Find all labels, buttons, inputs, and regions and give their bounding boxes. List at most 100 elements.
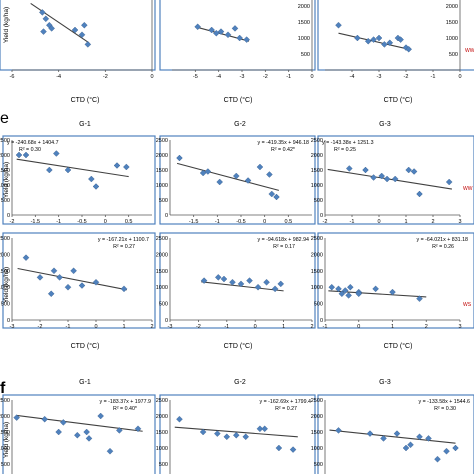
x-tick-label: -1 bbox=[66, 324, 71, 330]
r-squared-label: R² = 0.30 bbox=[19, 147, 41, 153]
group-header-1: G-1 bbox=[79, 121, 91, 128]
data-point bbox=[78, 282, 86, 289]
x-axis-title: CTD (°C) bbox=[71, 96, 100, 104]
x-tick-label: 0 bbox=[377, 219, 380, 225]
regression-equation: y = -240.68x + 1404.7 bbox=[7, 140, 59, 146]
data-point bbox=[364, 37, 372, 45]
data-point bbox=[56, 274, 63, 281]
data-point bbox=[402, 444, 410, 452]
y-tick-label: 500 bbox=[301, 52, 310, 58]
data-point bbox=[15, 151, 23, 159]
y-tick-label: 1000 bbox=[311, 285, 323, 291]
x-tick-label: 3 bbox=[458, 324, 461, 330]
data-point bbox=[84, 41, 92, 48]
y-tick-label: 1500 bbox=[0, 168, 10, 174]
y-axis-title: Yield (kg/ha) bbox=[3, 162, 10, 198]
data-point bbox=[70, 267, 77, 275]
y-tick-label: 1000 bbox=[156, 285, 168, 291]
chart-panel-e-5: -3 -2 -1 0 1 2 0 500 1000 1500 2000 2500 y = -94.618… bbox=[156, 232, 316, 330]
x-tick-label: -1.5 bbox=[189, 219, 198, 225]
y-tick-label: 2000 bbox=[156, 153, 168, 159]
regression-equation: y = -133.58x + 1544.6 bbox=[418, 399, 470, 405]
data-point bbox=[256, 163, 264, 171]
data-point bbox=[92, 183, 100, 190]
side-note: WW bbox=[463, 186, 473, 192]
x-tick-label: -0.5 bbox=[236, 219, 245, 225]
y-tick-label: 1500 bbox=[0, 430, 10, 436]
data-point bbox=[242, 433, 250, 441]
x-tick-label: -2 bbox=[196, 324, 201, 330]
y-tick-label: 2000 bbox=[156, 414, 168, 420]
trend-line bbox=[16, 414, 143, 432]
data-point bbox=[362, 166, 369, 174]
data-point bbox=[452, 444, 459, 452]
y-tick-label: 1000 bbox=[156, 446, 168, 452]
data-point bbox=[335, 427, 342, 434]
data-point bbox=[64, 166, 72, 174]
data-point bbox=[200, 277, 208, 284]
y-tick-label: 2000 bbox=[0, 153, 10, 159]
data-point bbox=[347, 283, 354, 291]
y-tick-label: 1500 bbox=[311, 269, 323, 275]
x-tick-label: 0 bbox=[263, 219, 266, 225]
x-tick-label: -1 bbox=[224, 324, 229, 330]
x-tick-label: 0.5 bbox=[125, 219, 133, 225]
x-tick-label: -5 bbox=[193, 74, 198, 80]
x-tick-label: 2 bbox=[310, 324, 313, 330]
x-tick-label: 0 bbox=[94, 324, 97, 330]
chart-panel-e-4: -3 -2 -1 0 1 2 0 500 1000 1500 2000 2500 y = -167.21… bbox=[0, 232, 156, 330]
data-point bbox=[393, 430, 401, 437]
x-tick-label: -1 bbox=[286, 74, 291, 80]
data-point bbox=[231, 25, 239, 32]
y-tick-label: 500 bbox=[449, 52, 458, 58]
y-tick-label: 1000 bbox=[0, 446, 10, 452]
data-point bbox=[254, 283, 262, 291]
y-tick-label: 0 bbox=[165, 213, 168, 219]
data-point bbox=[345, 292, 352, 299]
data-point bbox=[370, 174, 377, 181]
data-point bbox=[55, 428, 62, 436]
y-tick-label: 2000 bbox=[0, 414, 10, 420]
data-point bbox=[123, 163, 130, 171]
y-tick-label: 2500 bbox=[0, 138, 10, 144]
data-point bbox=[341, 287, 349, 294]
y-axis-title: Yield (kg/ha) bbox=[3, 7, 10, 43]
y-tick-label: 2500 bbox=[156, 138, 168, 144]
data-point bbox=[85, 435, 93, 442]
data-point bbox=[244, 177, 252, 184]
data-point bbox=[273, 193, 280, 201]
data-point bbox=[389, 288, 396, 296]
data-point bbox=[40, 28, 47, 35]
data-point bbox=[256, 425, 264, 433]
data-point bbox=[383, 175, 391, 183]
y-tick-label: 2500 bbox=[311, 138, 323, 144]
data-point bbox=[445, 178, 453, 186]
x-tick-label: -3 bbox=[240, 74, 245, 80]
data-point bbox=[120, 285, 128, 293]
r-squared-label: R² = 0.30 bbox=[434, 406, 456, 412]
x-tick-label: 1 bbox=[122, 324, 125, 330]
data-point bbox=[216, 178, 223, 186]
data-point bbox=[410, 168, 418, 175]
regression-equation: y = -162.69x + 1799.4 bbox=[259, 399, 311, 405]
data-point bbox=[381, 41, 388, 48]
group-header-2: G-2 bbox=[234, 121, 246, 128]
x-tick-label: -1 bbox=[323, 324, 328, 330]
r-squared-label: R² = 0.26 bbox=[432, 244, 454, 250]
data-point bbox=[271, 285, 279, 293]
r-squared-label: R² = 0.42* bbox=[271, 147, 295, 153]
data-point bbox=[434, 455, 441, 463]
y-tick-label: 1500 bbox=[156, 269, 168, 275]
chart-panel-top-3: -4 -3 -2 -1 0 500 1000 1500 2000 bbox=[317, 0, 474, 80]
data-point bbox=[176, 154, 183, 162]
y-tick-label: 2000 bbox=[0, 252, 10, 258]
x-tick-label: -2 bbox=[263, 74, 268, 80]
data-point bbox=[391, 175, 399, 183]
side-note: WS bbox=[463, 302, 472, 308]
data-point bbox=[232, 431, 240, 439]
data-point bbox=[243, 36, 250, 43]
data-point bbox=[366, 430, 374, 437]
